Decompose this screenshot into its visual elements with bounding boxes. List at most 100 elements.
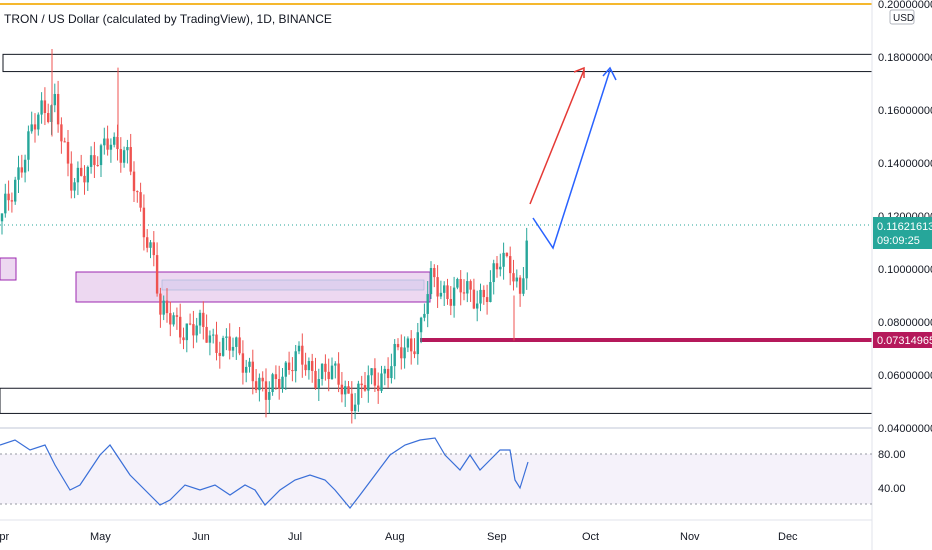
candle-body — [466, 281, 469, 294]
candle-body — [73, 182, 76, 191]
candle-body — [281, 376, 284, 389]
candle-body — [195, 325, 198, 336]
candle-body — [337, 363, 340, 385]
candle-body — [27, 131, 30, 160]
candle-body — [449, 299, 452, 306]
candle-body — [393, 343, 396, 367]
inner-zone — [161, 279, 425, 291]
candle-body — [109, 144, 113, 150]
candle-body — [495, 263, 499, 270]
currency-label: USD — [893, 13, 914, 24]
candle-body — [113, 136, 116, 145]
candle-body — [7, 193, 10, 201]
candle-body — [47, 113, 50, 123]
candle-body — [271, 374, 274, 393]
candle-body — [192, 324, 195, 336]
candle-body — [492, 263, 495, 283]
candle-body — [228, 336, 231, 351]
chart-title: TRON / US Dollar (calculated by TradingV… — [4, 12, 332, 26]
candle-body — [525, 240, 528, 279]
price-countdown: 09:09:25 — [877, 235, 920, 247]
candle-body — [344, 386, 347, 395]
candle-body — [23, 159, 27, 173]
candle-body — [149, 242, 152, 248]
candle-body — [185, 323, 188, 341]
candle-body — [231, 346, 235, 351]
price-tick-label: 0.18000000 — [878, 52, 932, 64]
candle-body — [43, 100, 47, 114]
candle-body — [155, 255, 159, 294]
candle-body — [14, 179, 17, 202]
candle-body — [515, 277, 518, 282]
candle-body — [400, 347, 403, 359]
arrowhead-blue — [602, 66, 617, 81]
candle-body — [327, 371, 330, 380]
candle-body — [165, 300, 169, 314]
candle-body — [30, 124, 33, 132]
candle-body — [139, 192, 142, 208]
candle-body — [380, 373, 383, 391]
candle-body — [334, 363, 337, 366]
candle-body — [353, 404, 357, 412]
candle-body — [93, 155, 96, 166]
candle-body — [17, 167, 20, 180]
candle-body — [146, 237, 149, 248]
candle-body — [518, 277, 522, 294]
candle-body — [350, 393, 353, 412]
candle-body — [198, 312, 202, 326]
candle-body — [347, 386, 350, 394]
time-tick-label: Dec — [778, 531, 798, 543]
price-tick-label: 0.04000000 — [878, 423, 932, 435]
candle-body — [390, 366, 393, 379]
last-price-value: 0.11621613 — [877, 221, 932, 233]
candle-body — [175, 315, 179, 317]
support-zone — [0, 387, 873, 414]
candle-body — [172, 315, 175, 325]
time-tick-label: May — [90, 531, 111, 543]
candle-body — [363, 385, 367, 391]
time-tick-label: Apr — [0, 531, 9, 543]
candle-body — [403, 347, 406, 359]
price-tick-label: 0.10000000 — [878, 264, 932, 276]
candle-body — [340, 384, 344, 395]
candle-body — [439, 292, 443, 297]
candle-body — [301, 345, 304, 365]
candle-body — [446, 285, 449, 300]
candle-body — [274, 374, 278, 380]
candle-body — [360, 383, 363, 386]
rsi-tick-label: 80.00 — [878, 449, 906, 461]
candle-body — [53, 93, 56, 106]
candle-body — [63, 141, 66, 143]
candle-body — [413, 351, 416, 355]
candle-body — [472, 289, 476, 309]
time-tick-label: Nov — [680, 531, 700, 543]
candle-body — [60, 124, 63, 142]
candle-body — [284, 362, 287, 377]
candle-body — [126, 147, 129, 151]
candle-body — [20, 167, 23, 173]
candle-body — [116, 136, 119, 150]
candle-body — [169, 313, 172, 325]
candle-body — [314, 370, 317, 388]
time-tick-label: Oct — [582, 531, 599, 543]
price-tick-label: 0.06000000 — [878, 370, 932, 382]
rsi-line — [0, 437, 529, 509]
candle-body — [268, 392, 271, 400]
candle-body — [482, 289, 485, 298]
candle-body — [40, 100, 43, 115]
candle-body — [76, 167, 80, 183]
time-tick-label: Aug — [385, 531, 405, 543]
candle-body — [324, 363, 327, 372]
candle-body — [66, 141, 70, 164]
candle-body — [70, 163, 73, 191]
candle-body — [10, 200, 14, 202]
arrowhead-red — [573, 66, 585, 78]
candle-body — [0, 213, 4, 222]
candle-body — [476, 303, 479, 309]
candle-body — [86, 166, 89, 183]
candle-body — [248, 361, 251, 367]
candle-body — [159, 293, 162, 315]
candle-body — [205, 326, 208, 343]
candle-body — [132, 171, 136, 192]
